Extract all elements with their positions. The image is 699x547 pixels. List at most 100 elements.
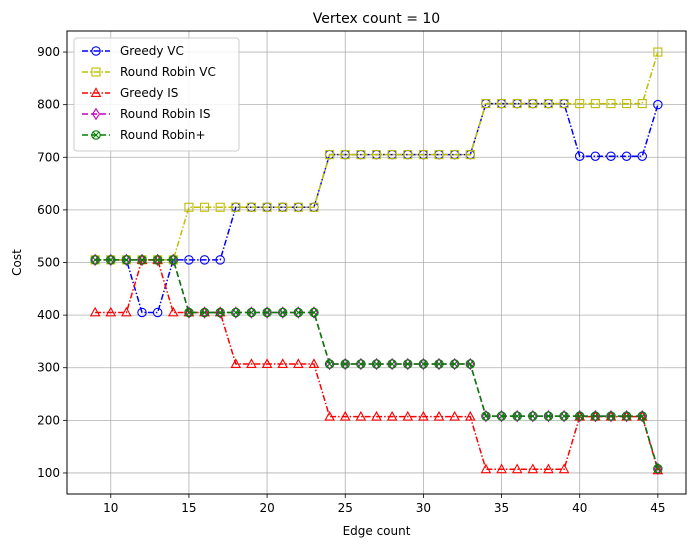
y-tick-label: 300 bbox=[37, 361, 60, 375]
data-point-greedy-is bbox=[89, 306, 101, 317]
data-point-round-robin-plus bbox=[90, 255, 100, 265]
data-point-round-robin-plus bbox=[340, 359, 350, 369]
data-point-greedy-vc bbox=[184, 255, 194, 265]
legend-label: Round Robin IS bbox=[120, 107, 210, 121]
legend-entry-round-robin-is: Round Robin IS bbox=[82, 107, 210, 121]
data-point-round-robin-vc bbox=[231, 202, 241, 212]
data-point-greedy-vc bbox=[574, 151, 585, 161]
data-point-greedy-is bbox=[105, 306, 117, 317]
data-point-greedy-is bbox=[496, 463, 507, 474]
data-point-round-robin-vc bbox=[481, 99, 491, 109]
x-tick-label: 20 bbox=[259, 501, 274, 515]
data-point-greedy-vc bbox=[590, 151, 601, 161]
data-point-round-robin-plus bbox=[574, 411, 585, 421]
data-point-greedy-is bbox=[261, 358, 273, 368]
series-layer bbox=[89, 47, 664, 475]
data-point-round-robin-vc bbox=[403, 150, 413, 160]
data-point-round-robin-plus bbox=[590, 411, 601, 421]
data-point-round-robin-plus bbox=[152, 255, 163, 265]
chart-title: Vertex count = 10 bbox=[313, 11, 440, 27]
ticks: 10 15 20 25 30 35 40 45 100 200 300 400 500 600 700 800… bbox=[37, 45, 665, 515]
data-point-greedy-is bbox=[418, 410, 429, 421]
data-point-round-robin-plus bbox=[277, 307, 288, 318]
y-axis-label: Cost bbox=[10, 249, 24, 276]
data-point-round-robin-vc bbox=[262, 202, 272, 212]
data-point-round-robin-plus bbox=[168, 255, 179, 265]
data-point-greedy-vc bbox=[152, 307, 163, 318]
legend-box bbox=[73, 37, 240, 152]
legend-marker bbox=[91, 46, 101, 56]
data-point-round-robin-plus bbox=[528, 411, 538, 421]
data-point-round-robin-vc bbox=[215, 202, 225, 212]
data-point-round-robin-plus bbox=[371, 359, 382, 369]
x-tick-label: 15 bbox=[181, 501, 196, 515]
data-point-greedy-vc bbox=[653, 99, 663, 110]
data-point-round-robin-vc bbox=[528, 99, 538, 109]
data-point-greedy-vc bbox=[199, 255, 210, 265]
legend-entry-greedy-is: Greedy IS bbox=[82, 86, 178, 100]
data-point-greedy-is bbox=[324, 410, 335, 421]
data-point-round-robin-vc bbox=[246, 202, 256, 212]
data-point-round-robin-plus bbox=[262, 307, 272, 318]
data-point-round-robin-vc bbox=[418, 150, 428, 160]
data-point-round-robin-plus bbox=[621, 411, 632, 421]
data-point-round-robin-vc bbox=[559, 99, 569, 109]
legend-entry-round-robin-vc: Round Robin VC bbox=[82, 65, 216, 79]
data-point-round-robin-plus bbox=[653, 463, 663, 474]
data-point-greedy-is bbox=[167, 306, 179, 317]
legend-marker bbox=[90, 87, 102, 97]
data-point-round-robin-plus bbox=[606, 411, 616, 421]
data-point-greedy-vc bbox=[215, 255, 225, 265]
data-point-round-robin-plus bbox=[324, 359, 335, 369]
legend-label: Greedy VC bbox=[120, 44, 184, 58]
data-point-round-robin-plus bbox=[418, 359, 429, 369]
x-tick-label: 35 bbox=[494, 501, 509, 515]
data-point-round-robin-plus bbox=[465, 359, 476, 369]
data-point-round-robin-plus bbox=[121, 255, 132, 265]
data-point-round-robin-vc bbox=[606, 99, 616, 109]
data-point-round-robin-vc bbox=[325, 150, 335, 160]
legend-marker bbox=[91, 67, 101, 77]
data-point-round-robin-vc bbox=[543, 99, 553, 109]
data-point-round-robin-vc bbox=[278, 202, 288, 212]
data-point-greedy-is bbox=[527, 463, 539, 474]
legend-marker bbox=[91, 130, 101, 140]
data-point-greedy-is bbox=[543, 463, 554, 474]
data-point-greedy-is bbox=[371, 410, 382, 421]
data-point-greedy-is bbox=[339, 410, 351, 421]
data-point-round-robin-plus bbox=[481, 411, 491, 421]
data-point-round-robin-plus bbox=[309, 307, 319, 318]
series-line-greedy-is bbox=[95, 259, 659, 471]
data-point-round-robin-vc bbox=[512, 99, 522, 109]
data-point-round-robin-vc bbox=[622, 99, 632, 109]
data-point-greedy-is bbox=[464, 410, 476, 421]
data-point-round-robin-plus bbox=[637, 411, 647, 421]
data-point-greedy-vc bbox=[137, 307, 147, 318]
legend-label: Greedy IS bbox=[120, 86, 178, 100]
legend-entry-round-robin-plus: Round Robin+ bbox=[82, 128, 206, 142]
data-point-round-robin-vc bbox=[340, 150, 350, 160]
data-point-greedy-is bbox=[293, 358, 304, 368]
y-tick-label: 600 bbox=[37, 203, 60, 217]
data-point-round-robin-plus bbox=[512, 411, 522, 421]
data-point-greedy-is bbox=[402, 410, 414, 421]
data-point-round-robin-plus bbox=[293, 307, 304, 318]
data-point-greedy-is bbox=[480, 463, 492, 474]
y-tick-label: 700 bbox=[37, 150, 60, 164]
y-tick-label: 500 bbox=[37, 256, 60, 270]
legend-label: Round Robin VC bbox=[120, 65, 216, 79]
data-point-round-robin-plus bbox=[387, 359, 397, 369]
data-point-greedy-is bbox=[121, 306, 132, 317]
data-point-greedy-is bbox=[433, 410, 445, 421]
legend-marker bbox=[91, 107, 101, 121]
data-point-round-robin-plus bbox=[356, 359, 366, 369]
data-point-greedy-is bbox=[308, 358, 320, 368]
x-tick-label: 30 bbox=[416, 501, 431, 515]
data-point-round-robin-vc bbox=[387, 150, 397, 160]
series-greedy-is bbox=[89, 254, 664, 475]
x-axis-label: Edge count bbox=[343, 524, 411, 538]
data-point-round-robin-vc bbox=[637, 99, 647, 109]
data-point-round-robin-vc bbox=[465, 150, 475, 160]
data-point-greedy-is bbox=[449, 410, 460, 421]
